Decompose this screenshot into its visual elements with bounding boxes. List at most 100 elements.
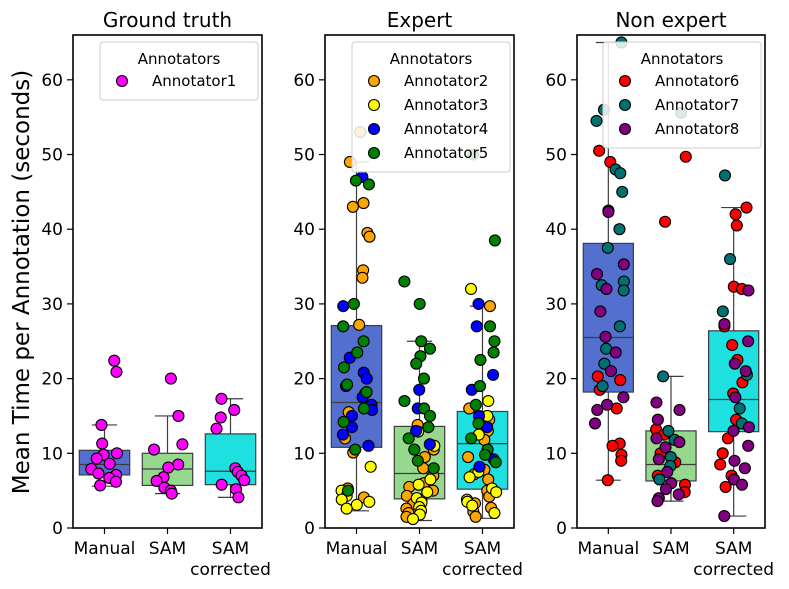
data-point — [408, 443, 421, 456]
data-point — [108, 354, 121, 367]
data-point — [406, 512, 420, 526]
data-point — [90, 452, 103, 465]
data-point — [651, 413, 664, 426]
legend-marker — [367, 146, 381, 160]
data-point — [659, 441, 672, 454]
data-point — [214, 411, 227, 424]
data-point — [727, 424, 740, 437]
data-point — [617, 284, 630, 297]
data-point — [470, 320, 483, 333]
box-0 — [330, 161, 383, 512]
data-point — [360, 372, 373, 385]
data-point — [357, 402, 371, 415]
data-point — [337, 320, 350, 333]
data-point — [588, 417, 602, 430]
data-point — [662, 424, 675, 437]
legend-title: Annotators — [390, 50, 473, 68]
data-point — [215, 478, 228, 491]
data-point — [427, 462, 440, 475]
data-point — [110, 365, 123, 378]
data-point — [398, 394, 411, 408]
data-point — [729, 391, 742, 404]
data-point — [478, 448, 492, 461]
data-point — [357, 197, 370, 210]
legend-marker — [618, 98, 632, 112]
data-point — [412, 478, 425, 491]
data-point — [679, 150, 692, 163]
data-point — [740, 201, 753, 214]
legend: Annotators Annotator6 Annotator7 Annotator8 — [602, 41, 762, 149]
data-point — [424, 473, 437, 486]
data-point — [672, 488, 685, 501]
data-point — [417, 372, 430, 385]
legend-title: Annotators — [641, 50, 724, 68]
data-point — [596, 380, 609, 393]
data-point — [730, 219, 743, 232]
data-point — [718, 169, 732, 182]
legend-label: Annotator1 — [152, 72, 236, 90]
data-point — [609, 346, 622, 359]
x-tick-label: SAM — [464, 539, 501, 559]
data-point — [472, 297, 485, 310]
data-point — [600, 282, 613, 296]
data-point — [402, 432, 415, 445]
data-point — [463, 471, 476, 484]
data-point — [483, 320, 497, 333]
plot-frame — [576, 34, 766, 529]
data-point — [94, 479, 107, 492]
y-tick-label: 40 — [41, 220, 63, 240]
data-point — [614, 167, 627, 180]
data-point — [357, 335, 370, 348]
y-tick-label: 40 — [293, 220, 315, 240]
panel-title: Ground truth — [103, 8, 232, 32]
data-point — [410, 357, 423, 370]
y-tick-label: 10 — [293, 444, 315, 464]
data-point — [362, 178, 376, 191]
data-point — [341, 378, 354, 391]
data-point — [164, 372, 177, 385]
data-point — [657, 370, 670, 383]
y-tick-label: 50 — [41, 146, 63, 166]
data-point — [413, 297, 426, 310]
data-point — [423, 438, 436, 451]
legend-label: Annotator4 — [404, 120, 488, 138]
y-tick-label: 50 — [293, 146, 315, 166]
data-point — [615, 454, 628, 467]
x-tick-label: SAM — [715, 539, 752, 559]
y-tick-label: 30 — [293, 295, 315, 315]
data-point — [340, 502, 353, 515]
data-point — [651, 495, 664, 508]
data-point — [716, 305, 729, 318]
y-axis-label: Mean Time per Annotation (seconds) — [9, 70, 35, 495]
x-tick-label: corrected — [190, 560, 271, 580]
data-point — [742, 335, 755, 348]
data-point — [617, 258, 630, 271]
data-point — [661, 465, 674, 479]
legend-label: Annotator7 — [655, 96, 739, 114]
legend: Annotators Annotator2 Annotator3 Annotator4… — [351, 41, 511, 173]
x-tick-label: corrected — [693, 560, 774, 580]
y-tick-label: 40 — [545, 220, 567, 240]
data-point — [719, 480, 732, 493]
data-point — [162, 461, 175, 474]
legend-box — [351, 41, 511, 173]
panel-non-expert: Non expert 0 10 20 30 40 50 60 Manual SAM SAMcorre… — [545, 8, 774, 580]
data-point — [673, 436, 686, 449]
data-point — [465, 432, 478, 445]
data-point — [346, 200, 359, 213]
plot-frame — [324, 34, 515, 529]
data-point — [472, 417, 485, 430]
data-point — [176, 438, 189, 451]
data-point — [598, 357, 611, 370]
data-point — [337, 300, 350, 313]
data-point — [594, 305, 607, 318]
data-point — [350, 498, 363, 511]
data-point — [729, 208, 742, 221]
data-point — [482, 394, 495, 408]
x-tick-label: SAM — [652, 539, 689, 559]
y-tick-label: 20 — [545, 370, 567, 390]
y-tick-label: 10 — [545, 444, 567, 464]
data-point — [487, 368, 500, 381]
data-point — [613, 320, 626, 333]
